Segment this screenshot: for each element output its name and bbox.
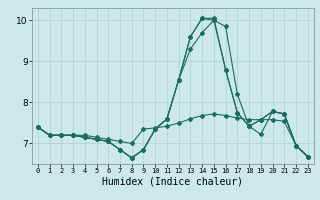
X-axis label: Humidex (Indice chaleur): Humidex (Indice chaleur) [102,177,243,187]
